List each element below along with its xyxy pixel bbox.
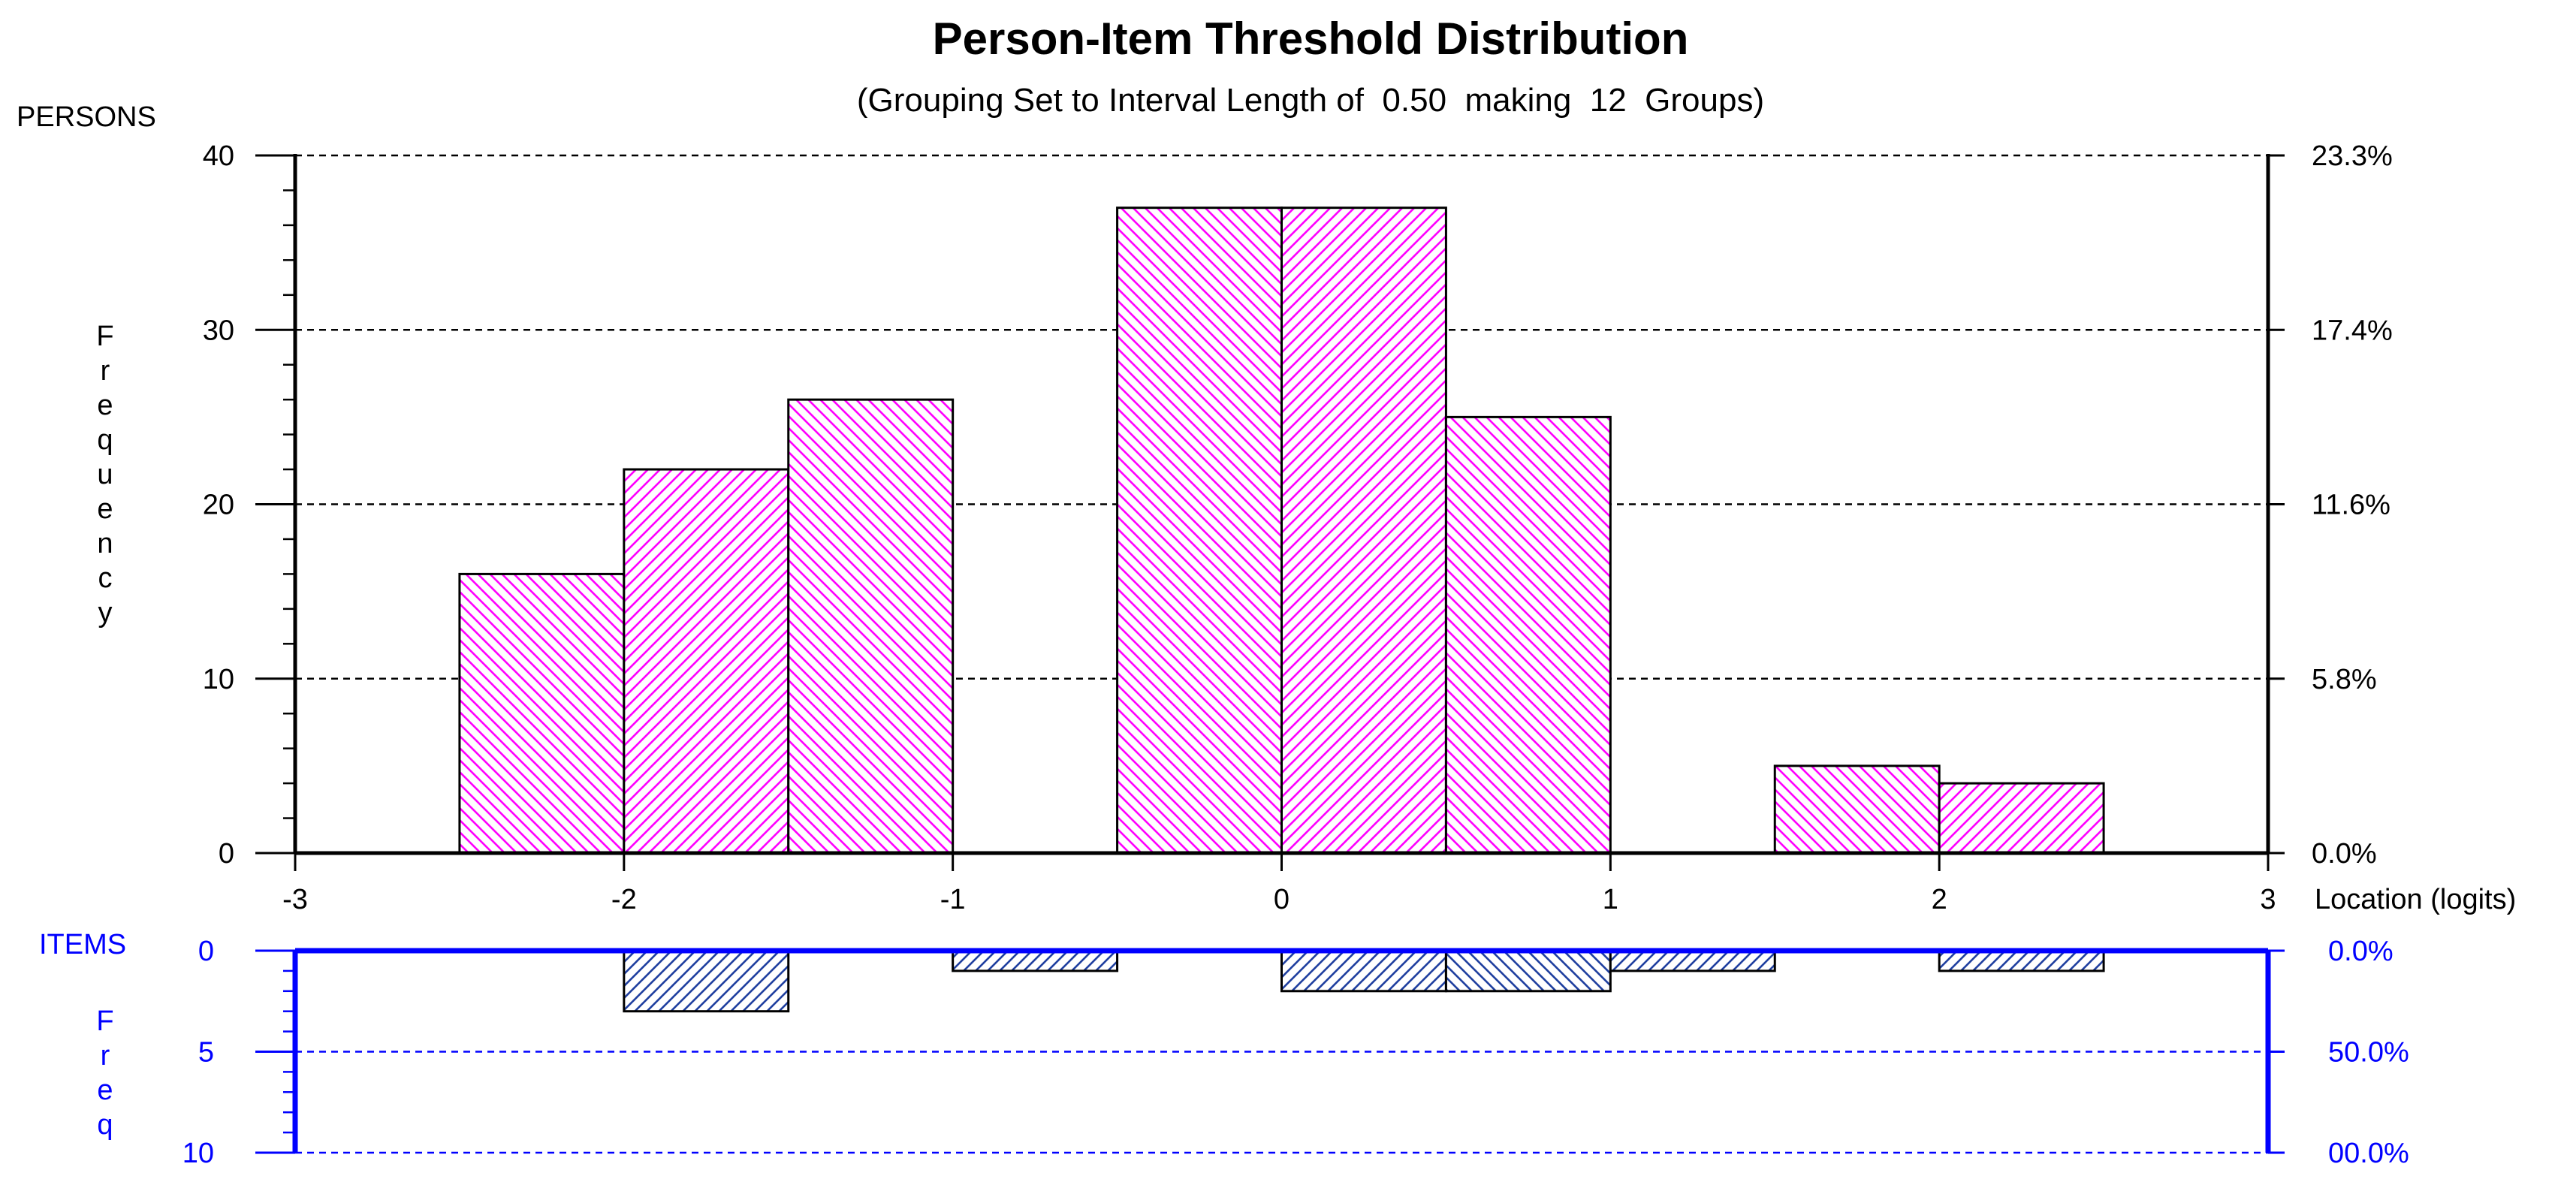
persons-ylabel-letter: q <box>97 424 113 456</box>
persons-bar <box>1444 415 1612 855</box>
persons-right-tick-label: 5.8% <box>2312 664 2377 695</box>
persons-y-tick-label: 20 <box>203 490 234 521</box>
items-bar <box>1938 949 2105 972</box>
persons-bar <box>1938 782 2105 855</box>
items-ylabel-letter: F <box>96 1006 113 1037</box>
persons-ylabel-letter: r <box>101 355 110 387</box>
persons-bar <box>623 468 790 855</box>
chart-title: Person-Item Threshold Distribution <box>933 14 1689 64</box>
x-tick-label: 0 <box>1274 884 1290 915</box>
items-label: ITEMS <box>39 929 126 960</box>
persons-right-tick-label: 17.4% <box>2312 315 2393 346</box>
persons-ylabel-letter: u <box>97 459 113 490</box>
persons-bar <box>1280 207 1447 855</box>
persons-right-tick-label: 23.3% <box>2312 140 2393 172</box>
items-right-tick-label: 0.0% <box>2328 936 2394 967</box>
persons-ylabel-letter: n <box>97 528 113 559</box>
bars <box>458 207 2105 1013</box>
x-tick-label: -3 <box>282 884 308 915</box>
x-tick-label: -2 <box>611 884 637 915</box>
persons-ylabel-letter: F <box>96 321 113 352</box>
items-ylabel-letter: e <box>97 1075 113 1106</box>
persons-y-tick-label: 10 <box>203 664 234 695</box>
persons-y-tick-label: 40 <box>203 140 234 172</box>
x-axis-label: Location (logits) <box>2315 884 2516 915</box>
persons-ylabel-letter: c <box>98 562 113 594</box>
items-bar <box>623 949 790 1013</box>
persons-bar <box>787 398 955 855</box>
items-right-tick-label: 00.0% <box>2328 1138 2409 1169</box>
items-y-tick-label: 5 <box>198 1037 214 1069</box>
chart-subtitle: (Grouping Set to Interval Length of 0.50… <box>857 82 1764 119</box>
persons-ylabel-letter: e <box>97 493 113 525</box>
items-bar <box>1280 949 1447 993</box>
persons-bar <box>1116 207 1283 855</box>
persons-y-tick-label: 30 <box>203 315 234 346</box>
x-tick-label: -1 <box>940 884 966 915</box>
items-bar <box>1609 949 1776 972</box>
x-tick-label: 3 <box>2260 884 2276 915</box>
items-bar <box>952 949 1119 972</box>
items-bar <box>1444 949 1612 993</box>
tick-labels: 0 0.0%10 5.8%20 11.6%30 17.4%40 23.3%-3 -2 -1 0 1… <box>96 140 2409 1169</box>
x-tick-label: 2 <box>1932 884 1947 915</box>
persons-right-tick-label: 11.6% <box>2312 490 2390 521</box>
items-y-tick-label: 10 <box>182 1138 214 1169</box>
axes <box>255 154 2285 1154</box>
persons-ylabel-letter: e <box>97 390 113 421</box>
persons-bar <box>1773 764 1941 855</box>
x-tick-label: 1 <box>1603 884 1618 915</box>
persons-y-tick-label: 0 <box>219 838 234 870</box>
items-ylabel-letter: q <box>97 1109 113 1141</box>
persons-ylabel-letter: y <box>98 597 113 629</box>
persons-right-tick-label: 0.0% <box>2312 838 2377 870</box>
items-y-tick-label: 0 <box>198 936 214 967</box>
persons-label: PERSONS <box>17 101 156 133</box>
items-ylabel-letter: r <box>101 1040 110 1072</box>
items-right-tick-label: 50.0% <box>2328 1037 2409 1069</box>
persons-bar <box>458 572 626 855</box>
